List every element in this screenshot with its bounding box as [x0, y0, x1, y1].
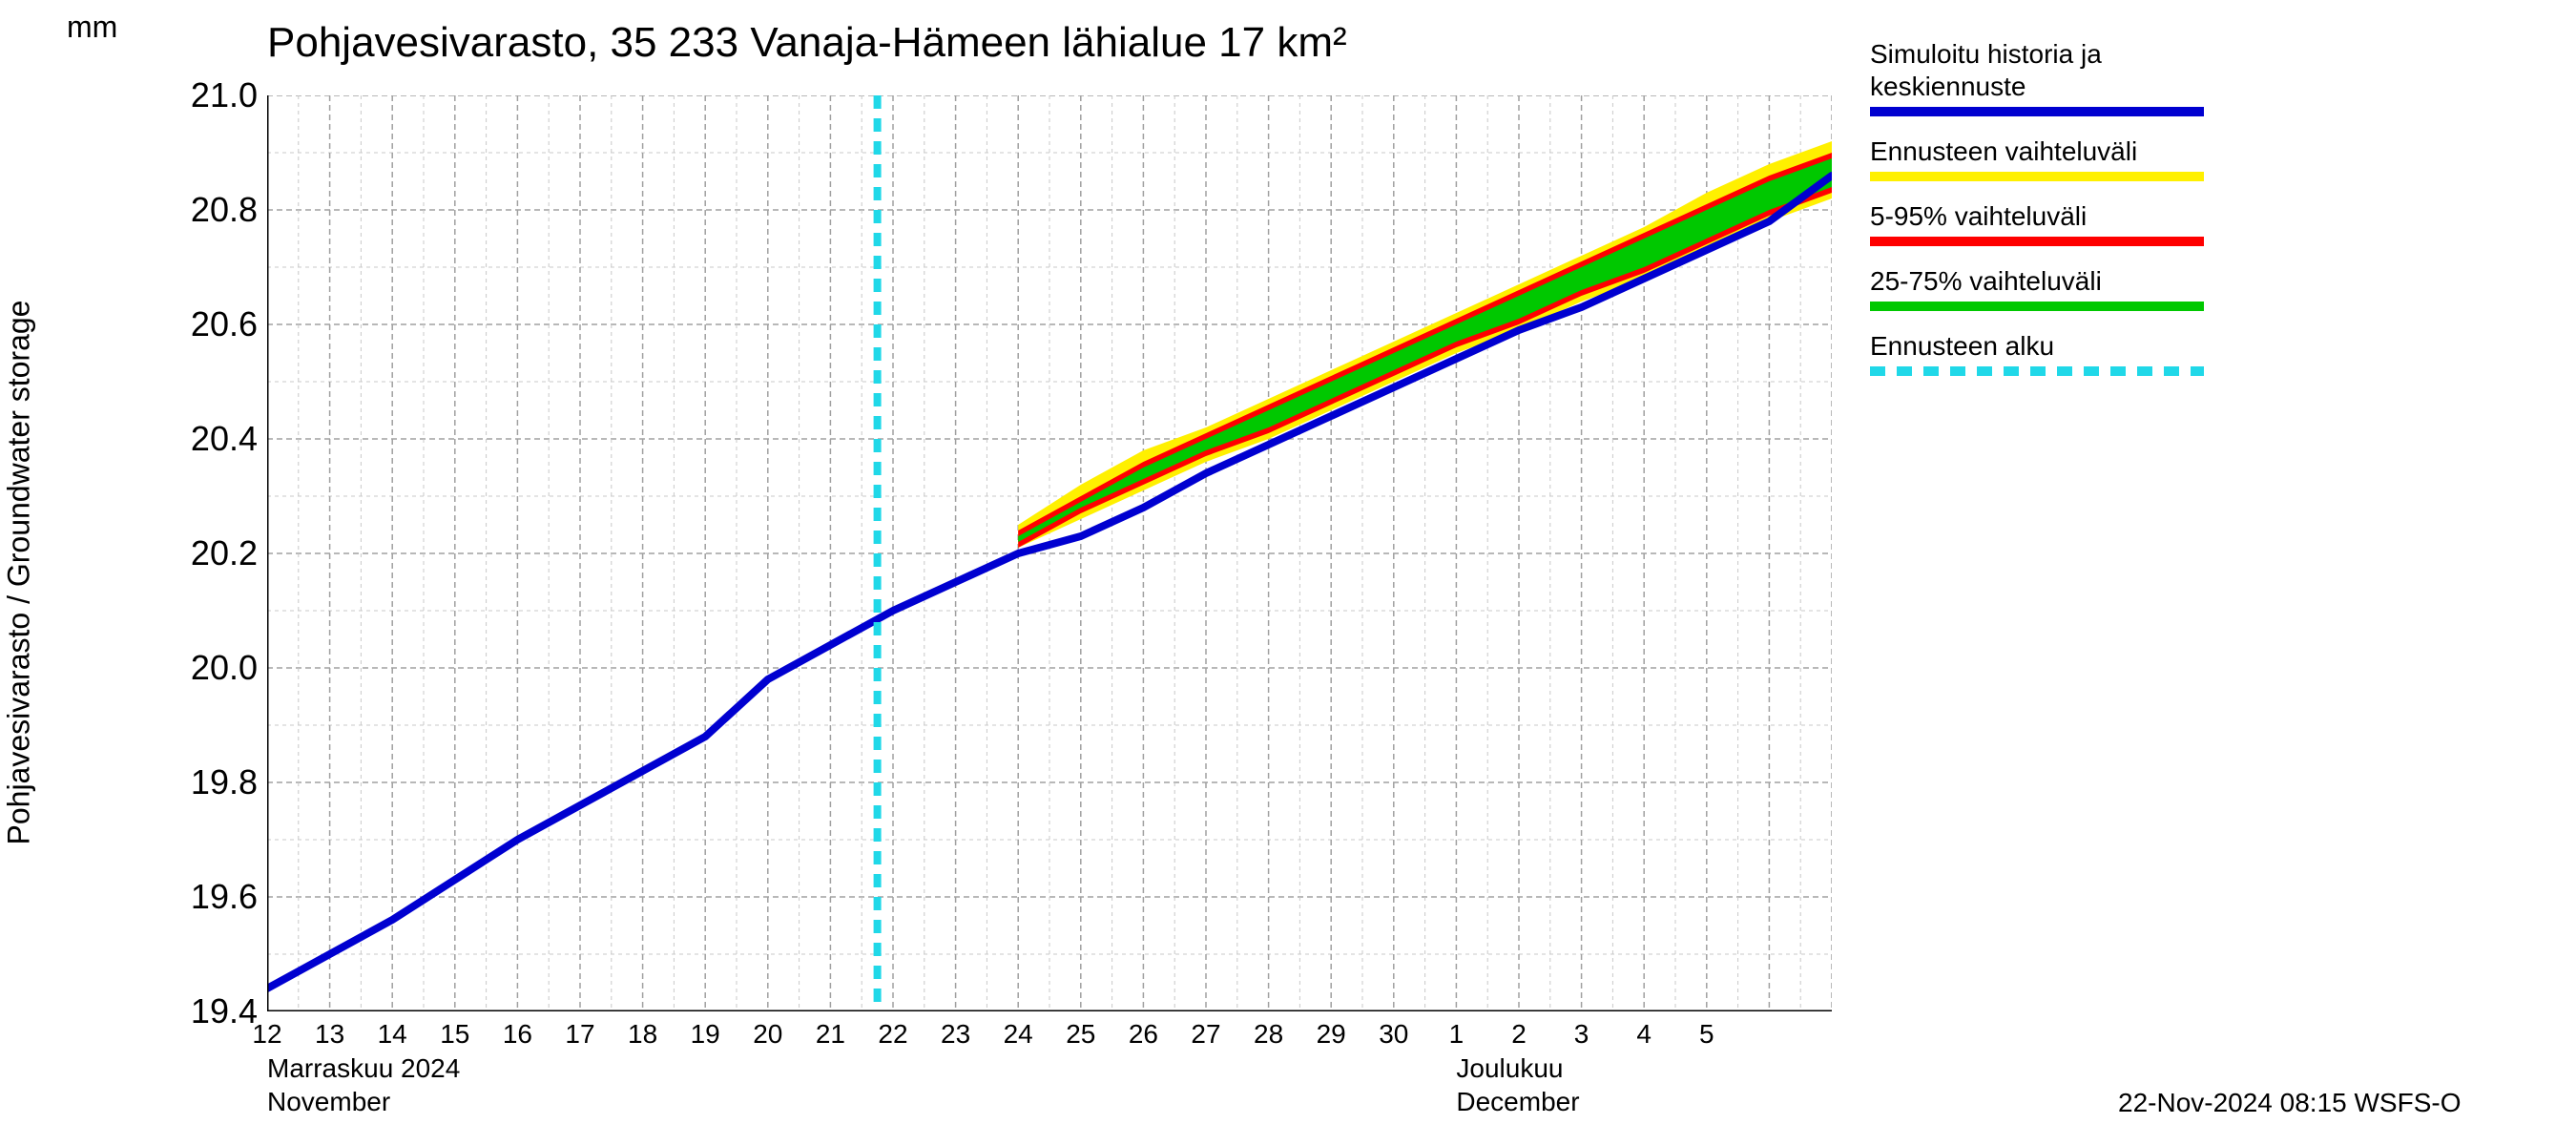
- x-tick-label: 20: [753, 1019, 782, 1050]
- x-tick-label: 24: [1004, 1019, 1033, 1050]
- x-tick-label: 30: [1379, 1019, 1408, 1050]
- x-tick-label: 28: [1254, 1019, 1283, 1050]
- legend-swatch: [1870, 172, 2204, 181]
- x-tick-label: 19: [691, 1019, 720, 1050]
- x-tick-label: 12: [252, 1019, 281, 1050]
- y-axis-label: Pohjavesivarasto / Groundwater storage: [2, 301, 37, 845]
- legend-item-label: 5-95% vaihteluväli: [1870, 200, 2087, 233]
- x-tick-label: 14: [378, 1019, 407, 1050]
- legend-swatch: [1870, 302, 2204, 311]
- x-month-label: Marraskuu 2024November: [267, 1051, 460, 1118]
- chart-container: Pohjavesivarasto / Groundwater storage m…: [0, 0, 2576, 1145]
- plot-area: [267, 95, 1832, 1011]
- x-tick-label: 1: [1449, 1019, 1465, 1050]
- y-tick-label: 20.4: [172, 419, 258, 459]
- x-tick-label: 29: [1317, 1019, 1346, 1050]
- x-tick-label: 17: [565, 1019, 594, 1050]
- x-tick-label: 23: [941, 1019, 970, 1050]
- x-tick-label: 3: [1574, 1019, 1589, 1050]
- x-tick-label: 21: [816, 1019, 845, 1050]
- x-month-label: JoulukuuDecember: [1456, 1051, 1579, 1118]
- chart-title: Pohjavesivarasto, 35 233 Vanaja-Hämeen l…: [267, 19, 1347, 67]
- legend-swatch: [1870, 366, 2204, 376]
- x-tick-label: 22: [878, 1019, 907, 1050]
- y-tick-label: 21.0: [172, 75, 258, 115]
- x-tick-label: 5: [1699, 1019, 1714, 1050]
- x-tick-label: 2: [1511, 1019, 1527, 1050]
- x-tick-label: 4: [1636, 1019, 1652, 1050]
- x-tick-label: 18: [628, 1019, 657, 1050]
- x-tick-label: 15: [440, 1019, 469, 1050]
- legend-swatch: [1870, 237, 2204, 246]
- y-axis-unit: mm: [67, 10, 117, 45]
- legend-item-label: 25-75% vaihteluväli: [1870, 265, 2102, 298]
- legend-item-label: Simuloitu historia jakeskiennuste: [1870, 38, 2102, 102]
- legend-item-label: Ennusteen vaihteluväli: [1870, 135, 2137, 168]
- y-tick-label: 20.0: [172, 648, 258, 688]
- x-tick-label: 16: [503, 1019, 532, 1050]
- x-tick-label: 27: [1191, 1019, 1220, 1050]
- y-tick-label: 20.6: [172, 304, 258, 344]
- y-tick-label: 19.8: [172, 762, 258, 802]
- x-tick-label: 25: [1066, 1019, 1095, 1050]
- x-tick-label: 13: [315, 1019, 344, 1050]
- y-tick-label: 19.6: [172, 877, 258, 917]
- y-tick-label: 20.8: [172, 190, 258, 230]
- footer-timestamp: 22-Nov-2024 08:15 WSFS-O: [2118, 1088, 2462, 1118]
- y-tick-label: 19.4: [172, 991, 258, 1031]
- legend-swatch: [1870, 107, 2204, 116]
- legend-item-label: Ennusteen alku: [1870, 330, 2054, 363]
- y-tick-label: 20.2: [172, 533, 258, 573]
- x-tick-label: 26: [1129, 1019, 1158, 1050]
